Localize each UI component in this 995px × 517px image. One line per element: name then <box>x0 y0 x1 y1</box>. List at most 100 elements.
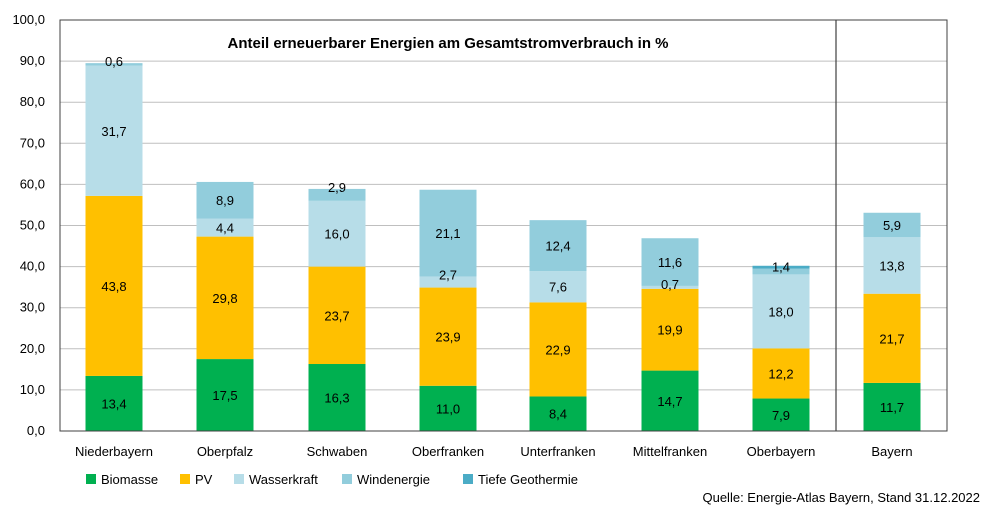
data-label: 0,7 <box>661 277 679 292</box>
bar-segment <box>196 236 254 360</box>
bar-segment <box>196 218 254 237</box>
y-tick-label: 30,0 <box>20 300 45 315</box>
y-tick-label: 90,0 <box>20 53 45 68</box>
bar-segment <box>85 65 143 196</box>
data-label: 0,6 <box>105 54 123 69</box>
bar-segment <box>752 268 810 275</box>
x-tick-label: Oberpfalz <box>197 444 253 459</box>
data-label: 13,8 <box>879 258 904 273</box>
data-label: 12,4 <box>545 239 570 254</box>
data-label: 13,4 <box>101 396 126 411</box>
bar-segment <box>641 238 699 286</box>
y-tick-label: 20,0 <box>20 341 45 356</box>
bar-segment <box>85 195 143 376</box>
bar-segment <box>752 348 810 399</box>
data-label: 8,9 <box>216 193 234 208</box>
data-label: 23,7 <box>324 308 349 323</box>
x-tick-label: Niederbayern <box>75 444 153 459</box>
axes: 0,0 10,0 20,0 30,0 40,0 50,0 60,0 70,0 80,0 90,0 1… <box>12 12 948 459</box>
data-label: 2,9 <box>328 180 346 195</box>
chart-title: Anteil erneuerbarer Energien am Gesamtst… <box>228 35 669 52</box>
bar-segment <box>529 271 587 303</box>
legend: Biomasse PV Wasserkraft Windenergie Tiefe Ge… <box>86 472 578 487</box>
y-tick-label: 80,0 <box>20 94 45 109</box>
bar-segment <box>308 266 366 365</box>
legend-swatch <box>86 474 96 484</box>
legend-swatch <box>342 474 352 484</box>
legend-label: Windenergie <box>357 472 430 487</box>
data-label: 11,0 <box>436 401 460 416</box>
x-tick-label: Oberfranken <box>412 444 484 459</box>
data-label: 17,5 <box>212 388 237 403</box>
data-label: 18,0 <box>768 304 793 319</box>
bar-segment <box>419 287 477 386</box>
bar-segment <box>419 189 477 277</box>
data-label: 43,8 <box>101 279 126 294</box>
data-label: 11,6 <box>658 255 682 270</box>
data-label: 2,7 <box>439 267 457 282</box>
bar-segment <box>863 212 921 238</box>
y-tick-label: 40,0 <box>20 259 45 274</box>
x-tick-label: Bayern <box>871 444 912 459</box>
gridlines <box>60 19 947 391</box>
data-label: 14,7 <box>657 394 682 409</box>
bar-segment <box>641 285 699 289</box>
x-tick-label: Unterfranken <box>520 444 595 459</box>
bar-segment <box>752 398 810 431</box>
bar-segment <box>419 385 477 431</box>
legend-swatch <box>180 474 190 484</box>
x-tick-label: Schwaben <box>307 444 368 459</box>
bar-segment <box>196 359 254 431</box>
plot-frame <box>59 19 948 432</box>
bar-segment <box>641 288 699 371</box>
bar-segment <box>529 302 587 397</box>
y-tick-label: 50,0 <box>20 218 45 233</box>
data-label: 7,6 <box>549 280 567 295</box>
bar-segment <box>308 364 366 431</box>
data-label: 23,9 <box>435 330 460 345</box>
data-labels: 13,4 43,8 31,7 0,6 17,5 29,8 4,4 8,9 16,3 23,7 16,… <box>101 54 904 423</box>
data-label: 31,7 <box>101 124 126 139</box>
y-tick-label: 100,0 <box>12 12 45 27</box>
legend-swatch <box>463 474 473 484</box>
y-tick-label: 60,0 <box>20 176 45 191</box>
bar-segment <box>863 237 921 294</box>
bar-segment <box>308 188 366 201</box>
legend-swatch <box>234 474 244 484</box>
bar-segment <box>863 293 921 383</box>
legend-label: Biomasse <box>101 472 158 487</box>
y-tick-label: 10,0 <box>20 382 45 397</box>
data-label: 7,9 <box>772 408 790 423</box>
y-tick-label: 0,0 <box>27 423 45 438</box>
bar-segment <box>863 382 921 431</box>
bar-segment <box>419 276 477 288</box>
data-label: 16,0 <box>324 227 349 242</box>
data-label: 5,9 <box>883 218 901 233</box>
bar-segment <box>529 220 587 272</box>
bar-segment <box>641 370 699 431</box>
data-label: 16,3 <box>324 391 349 406</box>
source-note: Quelle: Energie-Atlas Bayern, Stand 31.1… <box>702 490 980 505</box>
data-label: 29,8 <box>212 291 237 306</box>
legend-label: PV <box>195 472 213 487</box>
bar-segment <box>85 375 143 431</box>
data-label: 4,4 <box>216 221 234 236</box>
y-tick-label: 70,0 <box>20 135 45 150</box>
x-tick-label: Oberbayern <box>747 444 816 459</box>
legend-label: Wasserkraft <box>249 472 318 487</box>
bar-segment <box>529 396 587 431</box>
bar-segment <box>196 181 254 219</box>
bar-segment <box>85 63 143 66</box>
data-label: 11,7 <box>880 400 904 415</box>
data-label: 1,4 <box>772 260 790 275</box>
data-label: 22,9 <box>545 342 570 357</box>
data-label: 12,2 <box>768 366 793 381</box>
x-tick-label: Mittelfranken <box>633 444 707 459</box>
bars <box>85 63 921 431</box>
bar-segment <box>752 265 810 269</box>
data-label: 19,9 <box>657 323 682 338</box>
data-label: 21,1 <box>435 226 460 241</box>
bar-segment <box>752 274 810 349</box>
